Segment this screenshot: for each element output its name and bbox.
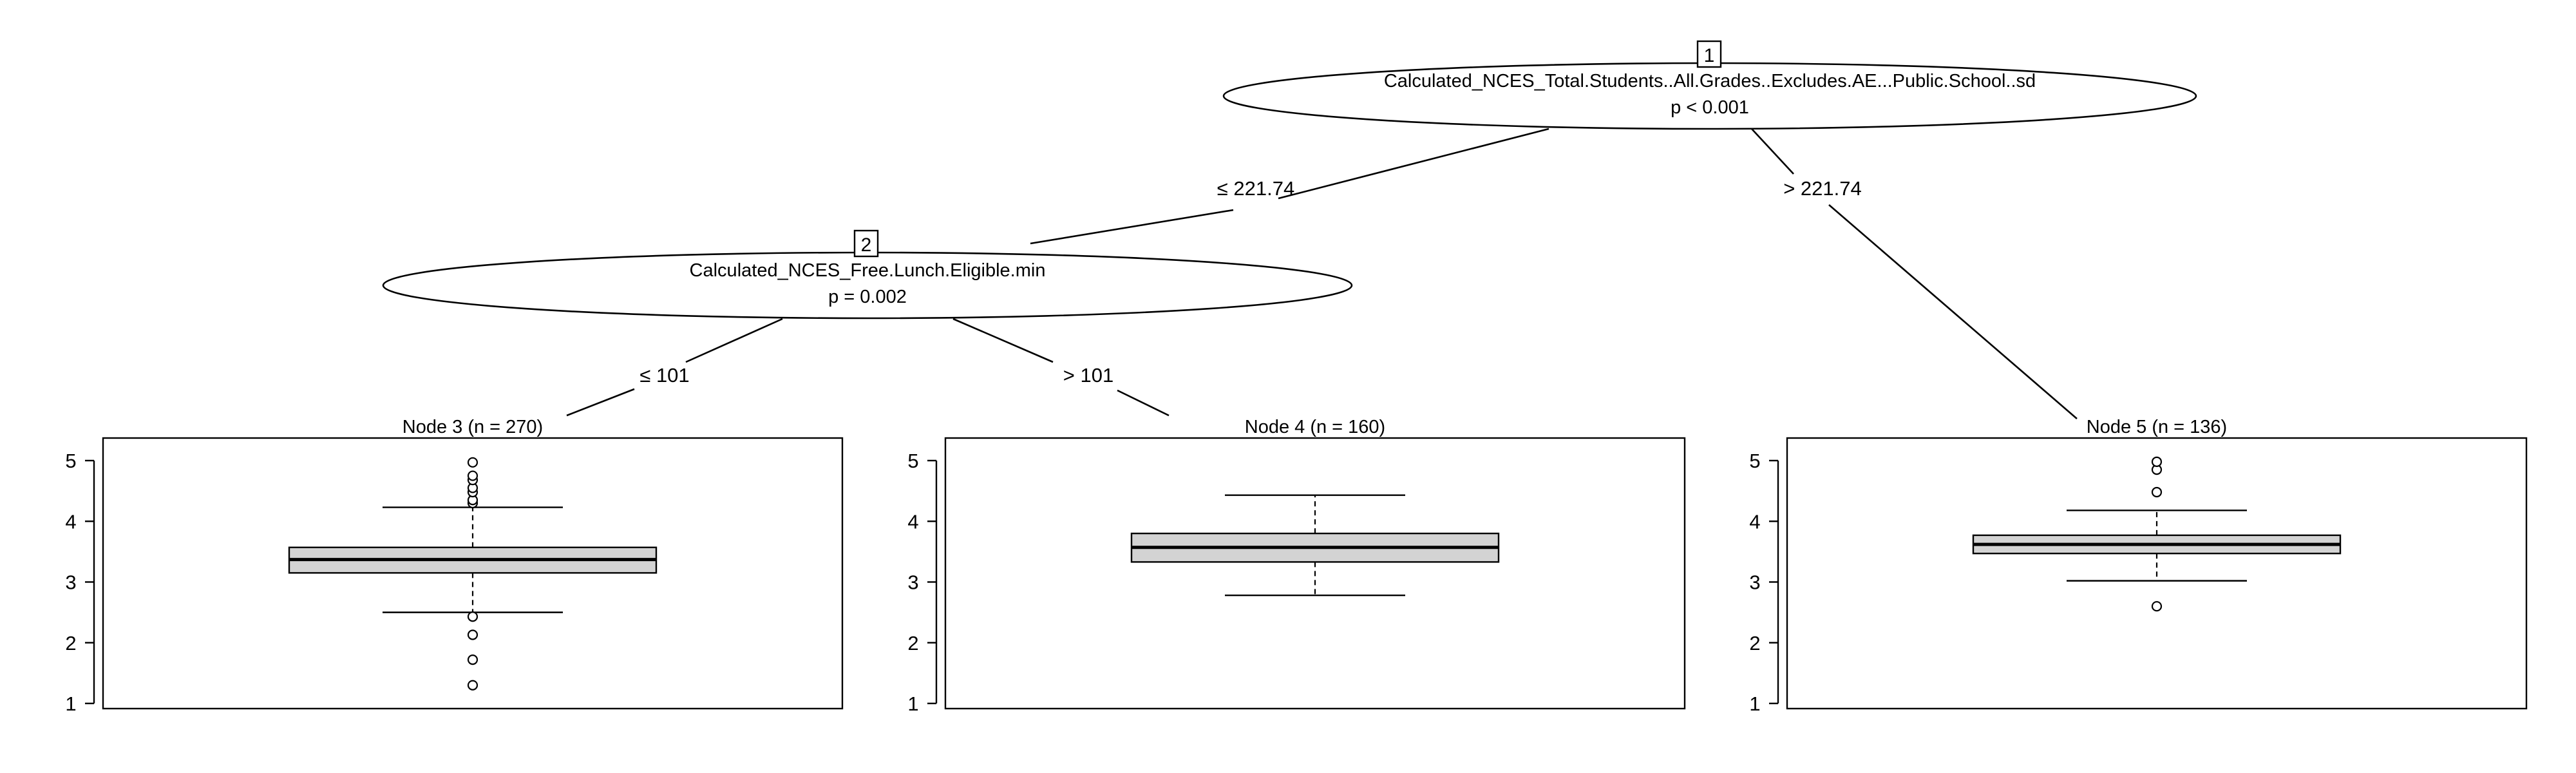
y-tick-label: 4 <box>65 510 76 533</box>
outlier-point <box>2151 456 2163 467</box>
outlier-point <box>467 654 478 665</box>
terminal-node-header: Node 5 (n = 136) <box>2087 417 2227 437</box>
node-2-p-value: p = 0.002 <box>828 287 907 307</box>
y-tick-label: 1 <box>65 692 76 715</box>
y-tick-label: 4 <box>1749 510 1760 533</box>
edge-2-3-upper <box>685 318 783 363</box>
edge-1-2-upper <box>1278 128 1549 200</box>
outlier-point <box>2151 601 2163 612</box>
panel-frame <box>1786 437 2528 710</box>
edge-1-5-lower <box>1828 204 2078 419</box>
node-2-variable: Calculated_NCES_Free.Lunch.Eligible.min <box>690 260 1046 281</box>
edge-2-3-lower <box>566 388 635 417</box>
node-1-id-box <box>1696 40 1722 68</box>
outlier-point <box>467 457 478 468</box>
y-tick-label: 1 <box>907 692 918 715</box>
edge-2-4-upper <box>952 318 1054 363</box>
inner-node-2: 2 Calculated_NCES_Free.Lunch.Eligible.mi… <box>382 229 1353 320</box>
y-tick-label: 5 <box>907 450 918 472</box>
y-tick-label: 5 <box>1749 450 1760 472</box>
edge-label-2-3: ≤ 101 <box>639 364 689 386</box>
y-tick-label: 2 <box>65 632 76 654</box>
panel-frame <box>944 437 1686 710</box>
inner-node-1: 1 Calculated_NCES_Total.Students..All.Gr… <box>1222 40 2197 130</box>
y-tick-label: 4 <box>907 510 918 533</box>
y-tick-label: 1 <box>1749 692 1760 715</box>
y-tick-label: 3 <box>907 571 918 594</box>
node-2-id: 2 <box>861 234 872 256</box>
node-1-id: 1 <box>1704 45 1715 66</box>
edge-1-5-upper <box>1751 128 1794 175</box>
edge-1-2-lower <box>1030 209 1234 245</box>
y-tick-label: 5 <box>65 450 76 472</box>
y-tick-label: 3 <box>65 571 76 594</box>
y-tick-label: 2 <box>907 632 918 654</box>
node-1-variable: Calculated_NCES_Total.Students..All.Grad… <box>1384 71 2036 91</box>
edge-label-1-2: ≤ 221.74 <box>1217 177 1294 200</box>
outlier-point <box>467 470 478 481</box>
y-tick-label: 2 <box>1749 632 1760 654</box>
node-1-p-value: p < 0.001 <box>1671 97 1749 118</box>
y-tick-label: 3 <box>1749 571 1760 594</box>
outlier-point <box>467 680 478 691</box>
node-2-id-box <box>853 229 879 258</box>
outlier-point <box>467 611 478 622</box>
terminal-node-header: Node 3 (n = 270) <box>402 417 543 437</box>
panel-frame <box>102 437 844 710</box>
outlier-point <box>467 629 478 640</box>
terminal-node-3: Node 3 (n = 270) 1 2 3 4 5 <box>65 417 844 715</box>
terminal-node-4: Node 4 (n = 160) 1 2 3 4 5 <box>907 417 1686 715</box>
edge-label-2-4: > 101 <box>1063 364 1113 386</box>
edge-2-4-lower <box>1117 389 1170 417</box>
outlier-point <box>2151 486 2163 498</box>
edge-label-1-5: > 221.74 <box>1783 177 1862 200</box>
terminal-node-header: Node 4 (n = 160) <box>1245 417 1385 437</box>
terminal-node-5: Node 5 (n = 136) 1 2 3 4 5 <box>1749 417 2528 715</box>
tree-edges: ≤ 221.74 > 221.74 ≤ 101 > 101 <box>566 128 2078 419</box>
